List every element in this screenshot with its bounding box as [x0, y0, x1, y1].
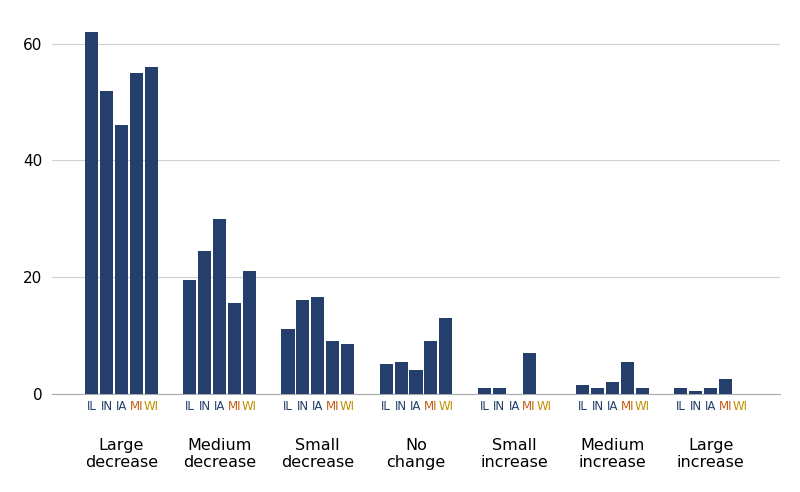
Bar — [493, 388, 506, 394]
Bar — [719, 379, 732, 394]
Bar — [85, 32, 98, 394]
Text: Small
increase: Small increase — [480, 438, 548, 470]
Text: Large
increase: Large increase — [677, 438, 745, 470]
Text: Small
decrease: Small decrease — [282, 438, 354, 470]
Bar — [243, 271, 256, 394]
Bar — [198, 251, 211, 394]
Bar — [621, 362, 634, 394]
Bar — [228, 303, 241, 394]
Bar — [606, 382, 619, 394]
Text: No
change: No change — [386, 438, 446, 470]
Bar — [689, 391, 702, 394]
Bar — [213, 219, 226, 394]
Bar — [522, 353, 536, 394]
Bar — [576, 385, 589, 394]
Bar — [704, 388, 717, 394]
Bar — [145, 67, 158, 394]
Text: Medium
decrease: Medium decrease — [183, 438, 256, 470]
Bar — [591, 388, 604, 394]
Bar — [478, 388, 491, 394]
Text: Large
decrease: Large decrease — [85, 438, 158, 470]
Bar — [424, 341, 438, 394]
Bar — [380, 365, 393, 394]
Bar — [115, 125, 128, 394]
Bar — [394, 362, 408, 394]
Text: Medium
increase: Medium increase — [578, 438, 646, 470]
Bar — [439, 318, 452, 394]
Bar — [100, 91, 113, 394]
Bar — [410, 370, 422, 394]
Bar — [636, 388, 649, 394]
Bar — [341, 344, 354, 394]
Bar — [282, 330, 294, 394]
Bar — [311, 298, 324, 394]
Bar — [183, 280, 196, 394]
Bar — [296, 300, 310, 394]
Bar — [674, 388, 687, 394]
Bar — [326, 341, 339, 394]
Bar — [130, 73, 143, 394]
